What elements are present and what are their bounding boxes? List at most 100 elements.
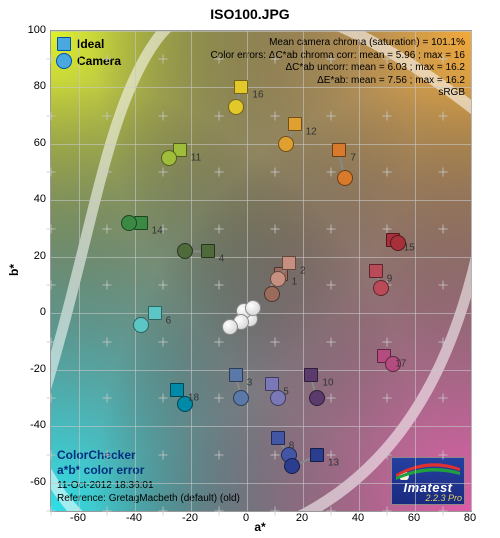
camera-marker: [233, 390, 249, 406]
minor-tick: [103, 394, 112, 403]
xtick: 20: [296, 512, 308, 524]
minor-tick: [47, 450, 56, 459]
camera-marker: [270, 271, 286, 287]
footer-block: ColorChecker a*b* color error 11-Oct-201…: [57, 448, 240, 505]
minor-tick: [327, 55, 336, 64]
grid-v: [471, 31, 472, 511]
minor-tick: [47, 55, 56, 64]
ideal-marker: [234, 80, 248, 94]
minor-tick: [327, 507, 336, 516]
lab-gradient-bg: [51, 31, 471, 511]
minor-tick: [47, 337, 56, 346]
minor-tick: [327, 168, 336, 177]
grid-h: [51, 87, 471, 88]
minor-tick: [215, 450, 224, 459]
stat-line: Color errors: ΔC*ab chroma corr: mean = …: [210, 50, 465, 63]
stat-line: sRGB: [210, 87, 465, 100]
square-icon: [57, 37, 71, 51]
xtick: 80: [464, 512, 476, 524]
grid-h: [51, 31, 471, 32]
camera-marker: [284, 458, 300, 474]
minor-tick: [271, 168, 280, 177]
ideal-marker: [229, 368, 243, 382]
minor-tick: [271, 55, 280, 64]
minor-tick: [215, 224, 224, 233]
camera-marker: [264, 286, 280, 302]
minor-tick: [439, 337, 448, 346]
minor-tick: [215, 394, 224, 403]
camera-marker: [228, 99, 244, 115]
stat-line: ΔE*ab: mean = 7.56 ; max = 16.2: [210, 75, 465, 88]
minor-tick: [383, 337, 392, 346]
xtick: -40: [126, 512, 142, 524]
camera-marker: [133, 317, 149, 333]
minor-tick: [383, 224, 392, 233]
minor-tick: [103, 450, 112, 459]
minor-tick: [327, 337, 336, 346]
ideal-marker: [201, 244, 215, 258]
point-label: 8: [289, 440, 295, 451]
grid-v: [247, 31, 248, 511]
grid-v: [359, 31, 360, 511]
xtick: 60: [408, 512, 420, 524]
grid-h: [51, 426, 471, 427]
minor-tick: [47, 168, 56, 177]
minor-tick: [271, 111, 280, 120]
footer-subheading: a*b* color error: [57, 463, 240, 479]
point-label: 4: [219, 254, 225, 265]
neutral-point: [222, 319, 238, 335]
figure: ISO100.JPG Ideal Camera: [0, 0, 500, 538]
stats-block: Mean camera chroma (saturation) = 101.1%…: [210, 37, 465, 100]
ideal-marker: [332, 143, 346, 157]
grid-h: [51, 370, 471, 371]
logo-version: 2.2.3 Pro: [392, 493, 462, 503]
grid-v: [79, 31, 80, 511]
ytick: -40: [26, 419, 46, 431]
minor-tick: [215, 55, 224, 64]
minor-tick: [47, 281, 56, 290]
ideal-marker: [288, 117, 302, 131]
grid-v: [415, 31, 416, 511]
point-label: 15: [404, 242, 415, 253]
minor-tick: [439, 168, 448, 177]
grid-h: [51, 144, 471, 145]
footer-heading: ColorChecker: [57, 448, 240, 464]
grid-v: [135, 31, 136, 511]
ideal-marker: [310, 448, 324, 462]
minor-tick: [271, 224, 280, 233]
ideal-marker: [170, 383, 184, 397]
point-label: 16: [252, 90, 263, 101]
minor-tick: [383, 111, 392, 120]
xtick: -60: [70, 512, 86, 524]
minor-tick: [103, 111, 112, 120]
ytick: 80: [26, 80, 46, 92]
minor-tick: [47, 394, 56, 403]
point-label: 3: [247, 378, 253, 389]
legend-ideal: Ideal: [57, 37, 121, 51]
minor-tick: [439, 55, 448, 64]
minor-tick: [215, 507, 224, 516]
ideal-marker: [304, 368, 318, 382]
minor-tick: [103, 507, 112, 516]
minor-tick: [215, 168, 224, 177]
stat-line: ΔC*ab uncorr: mean = 6.03 ; max = 16.2: [210, 62, 465, 75]
point-label: 14: [152, 226, 163, 237]
minor-tick: [159, 111, 168, 120]
stat-line: Mean camera chroma (saturation) = 101.1%: [210, 37, 465, 50]
ytick: 0: [26, 306, 46, 318]
minor-tick: [47, 507, 56, 516]
minor-tick: [383, 168, 392, 177]
minor-tick: [271, 450, 280, 459]
minor-tick: [327, 224, 336, 233]
point-label: 9: [387, 274, 393, 285]
point-label: 5: [283, 386, 289, 397]
y-axis-label: b*: [6, 30, 22, 510]
minor-tick: [439, 450, 448, 459]
circle-icon: [56, 53, 72, 69]
point-label: 11: [191, 152, 201, 163]
minor-tick: [439, 224, 448, 233]
minor-tick: [103, 168, 112, 177]
minor-tick: [103, 281, 112, 290]
plot-area: Ideal Camera Mean camera chroma (saturat…: [50, 30, 472, 512]
minor-tick: [327, 111, 336, 120]
